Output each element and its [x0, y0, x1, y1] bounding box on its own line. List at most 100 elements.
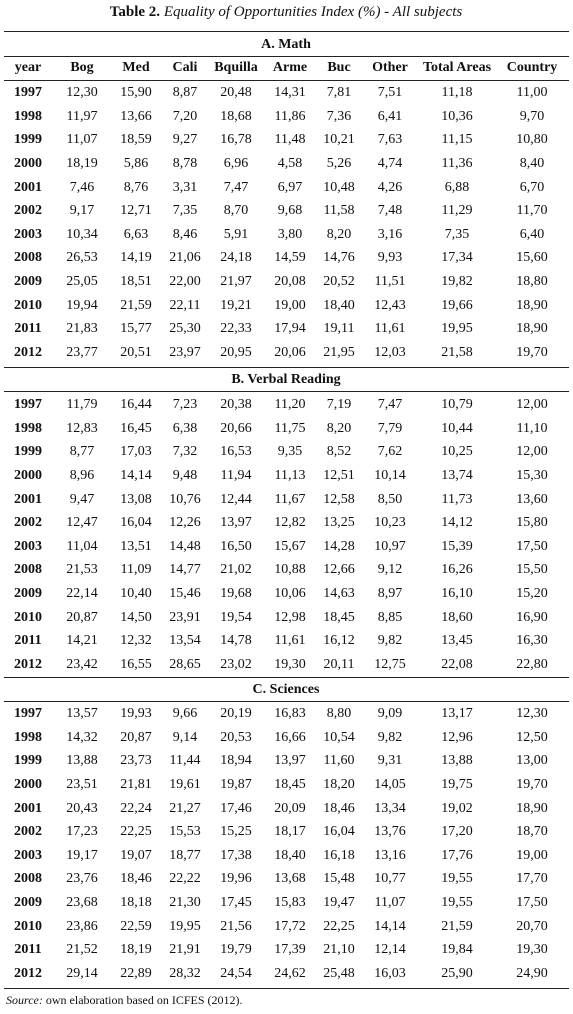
value-cell: 20,66	[220, 420, 252, 436]
value-cell: 20,51	[120, 345, 152, 361]
value-cell: 8,20	[326, 420, 352, 436]
value-cell: 14,19	[120, 250, 152, 266]
value-cell: 4,74	[377, 155, 403, 171]
value-cell: 13,97	[220, 515, 252, 531]
value-cell: 11,09	[120, 562, 152, 578]
value-cell: 12,47	[66, 515, 98, 531]
value-cell: 19,17	[66, 847, 98, 863]
value-cell: 6,41	[377, 108, 403, 124]
value-cell: 22,08	[441, 657, 473, 673]
rule	[4, 56, 569, 57]
value-cell: 10,40	[120, 586, 152, 602]
value-cell: 19,68	[220, 586, 252, 602]
value-cell: 12,43	[374, 297, 406, 313]
value-cell: 19,82	[441, 274, 473, 290]
value-cell: 17,46	[220, 800, 252, 816]
value-cell: 15,60	[516, 250, 548, 266]
value-cell: 23,73	[120, 753, 152, 769]
value-cell: 22,89	[120, 966, 152, 982]
value-cell: 21,95	[323, 345, 355, 361]
value-cell: 11,15	[441, 132, 473, 148]
value-cell: 25,05	[66, 274, 98, 290]
value-cell: 19,95	[441, 321, 473, 337]
value-cell: 22,14	[66, 586, 98, 602]
value-cell: 11,04	[66, 538, 98, 554]
value-cell: 14,48	[169, 538, 201, 554]
section-title: A. Math	[261, 37, 311, 52]
value-cell: 18,60	[441, 609, 473, 625]
value-cell: 13,54	[169, 633, 201, 649]
year-cell: 1997	[14, 706, 42, 721]
year-cell: 1998	[14, 729, 42, 745]
value-cell: 23,51	[66, 776, 98, 792]
value-cell: 12,30	[516, 706, 548, 721]
value-cell: 17,38	[220, 847, 252, 863]
value-cell: 8,80	[326, 706, 352, 721]
year-cell: 2012	[14, 657, 42, 673]
value-cell: 10,34	[66, 226, 98, 242]
value-cell: 11,00	[516, 85, 548, 100]
value-cell: 7,48	[377, 203, 403, 219]
value-cell: 11,13	[274, 467, 306, 483]
value-cell: 7,79	[377, 420, 403, 436]
year-cell: 2010	[14, 297, 42, 313]
year-cell: 2008	[14, 871, 42, 887]
value-cell: 21,59	[120, 297, 152, 313]
value-cell: 10,25	[441, 444, 473, 460]
value-cell: 10,23	[374, 515, 406, 531]
value-cell: 9,68	[277, 203, 303, 219]
value-cell: 18,70	[516, 824, 548, 840]
year-cell: 2000	[14, 776, 42, 792]
column-header: Arme	[272, 60, 308, 75]
value-cell: 18,46	[323, 800, 355, 816]
value-cell: 7,19	[326, 397, 352, 412]
value-cell: 19,75	[441, 776, 473, 792]
value-cell: 19,95	[169, 918, 201, 934]
column-header: Buc	[327, 60, 351, 75]
value-cell: 21,97	[220, 274, 252, 290]
value-cell: 15,80	[516, 515, 548, 531]
column-header: Bquilla	[214, 60, 258, 75]
value-cell: 20,43	[66, 800, 98, 816]
value-cell: 14,50	[120, 609, 152, 625]
value-cell: 10,77	[374, 871, 406, 887]
value-cell: 14,14	[374, 918, 406, 934]
value-cell: 16,44	[120, 397, 152, 412]
value-cell: 16,04	[323, 824, 355, 840]
value-cell: 10,36	[441, 108, 473, 124]
value-cell: 9,82	[377, 633, 403, 649]
year-cell: 1999	[14, 132, 42, 148]
value-cell: 23,42	[66, 657, 98, 673]
value-cell: 14,59	[274, 250, 306, 266]
value-cell: 8,76	[123, 179, 149, 195]
value-cell: 18,19	[66, 155, 98, 171]
value-cell: 10,44	[441, 420, 473, 436]
value-cell: 12,96	[441, 729, 473, 745]
value-cell: 20,11	[323, 657, 355, 673]
value-cell: 19,96	[220, 871, 252, 887]
section-title: B. Verbal Reading	[231, 372, 341, 387]
value-cell: 3,16	[377, 226, 403, 242]
value-cell: 20,09	[274, 800, 306, 816]
value-cell: 16,53	[220, 444, 252, 460]
value-cell: 19,87	[220, 776, 252, 792]
value-cell: 9,70	[519, 108, 545, 124]
value-cell: 12,75	[374, 657, 406, 673]
value-cell: 10,14	[374, 467, 406, 483]
value-cell: 15,30	[516, 467, 548, 483]
rule	[4, 988, 569, 989]
value-cell: 13,68	[274, 871, 306, 887]
value-cell: 18,45	[323, 609, 355, 625]
year-cell: 2011	[14, 942, 42, 958]
value-cell: 4,26	[377, 179, 403, 195]
value-cell: 8,96	[69, 467, 95, 483]
value-cell: 17,72	[274, 918, 306, 934]
value-cell: 14,78	[220, 633, 252, 649]
year-cell: 2011	[14, 633, 42, 649]
value-cell: 21,83	[66, 321, 98, 337]
value-cell: 16,90	[516, 609, 548, 625]
value-cell: 19,54	[220, 609, 252, 625]
value-cell: 15,53	[169, 824, 201, 840]
value-cell: 8,46	[172, 226, 198, 242]
